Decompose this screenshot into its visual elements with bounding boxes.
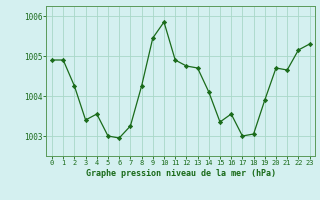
X-axis label: Graphe pression niveau de la mer (hPa): Graphe pression niveau de la mer (hPa) bbox=[86, 169, 276, 178]
